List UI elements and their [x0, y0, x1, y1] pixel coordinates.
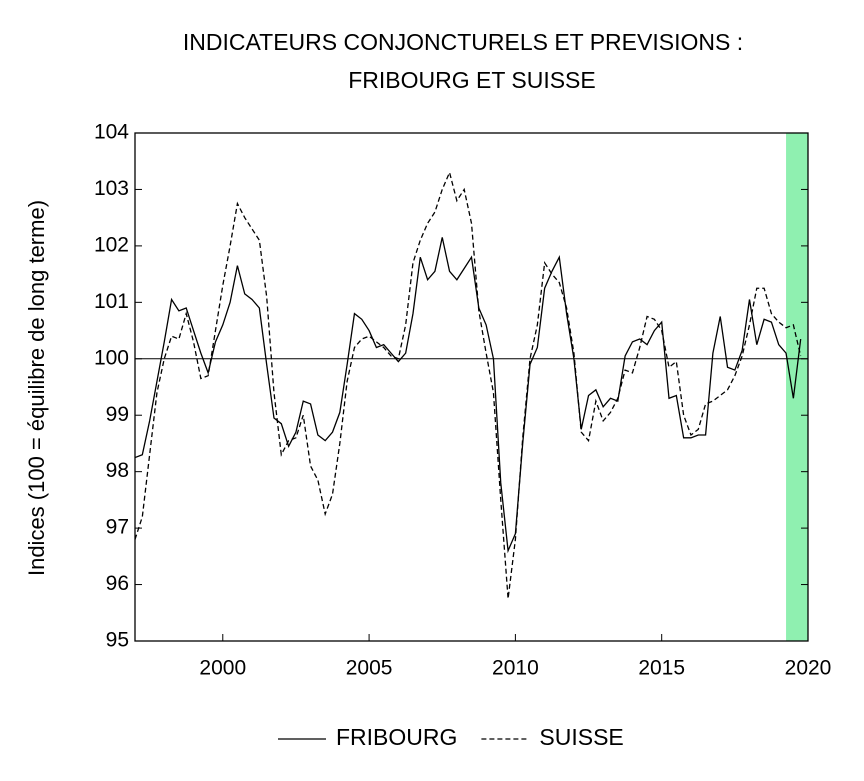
series-line [134, 237, 802, 554]
x-tick-label: 2010 [492, 657, 539, 680]
y-tick-label: 98 [106, 459, 129, 482]
x-tick-label: 2005 [346, 657, 393, 680]
legend-label: FRIBOURG [336, 724, 457, 750]
chart-title: INDICATEURS CONJONCTURELS ET PREVISIONS … [183, 29, 743, 55]
y-tick-label: 96 [106, 572, 129, 595]
y-tick-label: 103 [94, 177, 129, 200]
y-tick-label: 104 [94, 121, 129, 144]
legend-label: SUISSE [539, 724, 623, 750]
forecast-band [786, 133, 808, 641]
y-tick-label: 97 [106, 516, 129, 539]
x-tick-label: 2020 [785, 657, 832, 680]
x-tick-label: 2015 [638, 657, 685, 680]
y-tick-label: 100 [94, 346, 129, 369]
x-tick-label: 2000 [199, 657, 246, 680]
series-line [134, 170, 802, 599]
y-tick-label: 101 [94, 290, 129, 313]
y-tick-label: 95 [106, 629, 129, 652]
y-tick-label: 99 [106, 403, 129, 426]
plot-frame [134, 132, 809, 642]
y-axis-label: Indices (100 = équilibre de long terme) [24, 200, 49, 576]
y-tick-label: 102 [94, 233, 129, 256]
chart-title: FRIBOURG ET SUISSE [348, 67, 596, 93]
